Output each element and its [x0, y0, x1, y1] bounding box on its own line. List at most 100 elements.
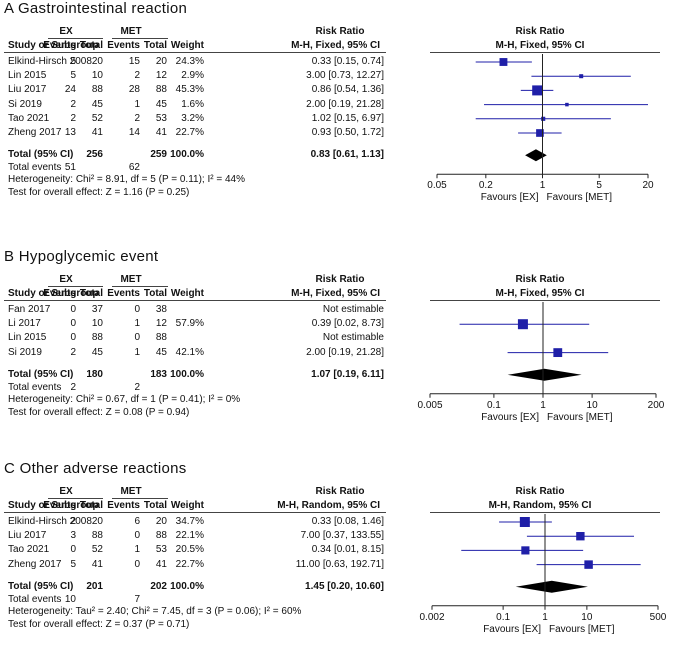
panel-c-favours-right: Favours [MET]	[549, 623, 615, 635]
panel-a-row-4-events2: 1	[134, 98, 140, 110]
panel-a-group1-header: EX	[59, 26, 73, 37]
panel-a-overall-effect: Test for overall effect: Z = 1.16 (P = 0…	[8, 187, 190, 199]
panel-c-total-diamond	[515, 580, 588, 593]
panel-c-row-3-total2: 53	[155, 544, 167, 556]
panel-a-total-diamond	[525, 149, 547, 162]
panel-b-tick-label-4: 10	[586, 399, 598, 411]
panel-b-row-3-events2: 0	[134, 332, 140, 344]
panel-c-weight-header: Weight	[170, 500, 204, 511]
panel-c-row-1-total2: 20	[155, 516, 167, 527]
panel-a-header-rule-plot	[430, 52, 660, 53]
panel-a-row-4-events1: 2	[70, 98, 76, 110]
panel-a-row-2-events2: 2	[134, 70, 140, 82]
panel-c-row-4-weight: 22.7%	[175, 558, 204, 570]
panel-b-events2-header: Events	[107, 288, 140, 299]
panel-a-row-4-weight: 1.6%	[181, 98, 204, 110]
panel-a-method-header: M-H, Fixed, 95% CI	[291, 40, 380, 51]
panel-a-heterogeneity: Heterogeneity: Chi² = 8.91, df = 5 (P = …	[8, 174, 245, 186]
panel-a-total-weight: 100.0%	[170, 149, 204, 161]
panel-c-row-4-events2: 0	[134, 558, 140, 570]
panel-c-heterogeneity: Heterogeneity: Tau² = 2.40; Chi² = 7.45,…	[8, 605, 302, 617]
panel-a-row-6-total1: 41	[91, 127, 103, 138]
panel-a-row-1-point	[499, 58, 508, 66]
panel-c-group1-header: EX	[59, 486, 73, 497]
panel-b-total-weight: 100.0%	[170, 368, 204, 380]
panel-b-weight-header: Weight	[170, 288, 204, 299]
panel-a-header-rule	[4, 52, 386, 53]
panel-c-row-4-total1: 41	[91, 558, 103, 570]
panel-b-total-events1: 2	[70, 381, 76, 393]
panel-b-row-4-study: Si 2019	[8, 346, 42, 358]
panel-a-row-1-events2: 15	[128, 56, 140, 67]
panel-b-row-2-total1: 10	[91, 318, 103, 330]
panel-c-row-2-weight: 22.1%	[175, 530, 204, 542]
panel-a-row-3-events2: 28	[128, 84, 140, 96]
panel-b-title: B Hypoglycemic event	[4, 248, 159, 265]
panel-a-row-6-total2: 41	[155, 127, 167, 138]
panel-c-row-4-events1: 5	[70, 558, 76, 570]
panel-b-tick-label-1: 0.005	[417, 399, 443, 411]
panel-c-row-1-ci: 0.33 [0.08, 1.46]	[311, 516, 384, 527]
panel-a-row-2-study: Lin 2015	[8, 70, 47, 82]
panel-b-header-rule-plot	[430, 300, 660, 301]
panel-b-method-header: M-H, Fixed, 95% CI	[291, 288, 380, 299]
panel-b-row-2-total2: 12	[155, 318, 167, 330]
panel-c-rr-header: Risk Ratio	[315, 486, 365, 497]
panel-c-total-events1: 10	[64, 593, 76, 605]
panel-c-total-t1: 201	[86, 580, 103, 592]
panel-b-tick-label-5: 200	[647, 399, 665, 411]
panel-b-row-3-total1: 88	[91, 332, 103, 344]
panel-c-overall-effect: Test for overall effect: Z = 0.37 (P = 0…	[8, 618, 190, 630]
panel-a-row-3-study: Liu 2017	[8, 84, 47, 96]
panel-a-row-6-point	[536, 129, 544, 137]
panel-b-total-t2: 183	[150, 368, 167, 380]
panel-b-row-2-weight: 57.9%	[175, 318, 204, 330]
panel-c-row-2-total2: 88	[155, 530, 167, 542]
panel-a-row-3-events1: 24	[64, 84, 76, 96]
panel-a-row-4-point	[565, 102, 569, 107]
panel-a-row-2-weight: 2.9%	[181, 70, 204, 82]
panel-a-row-6-events1: 13	[64, 127, 76, 138]
panel-c-tick-label-1: 0.002	[419, 611, 445, 623]
panel-b-row-2-point	[517, 319, 528, 330]
panel-a-row-5-point	[541, 116, 546, 121]
panel-c-row-2-point	[576, 532, 585, 541]
panel-c-row-4-study: Zheng 2017	[8, 558, 62, 570]
panel-c-row-2-study: Liu 2017	[8, 530, 47, 542]
panel-b-favours-left: Favours [EX]	[481, 411, 539, 423]
panel-a-study-header: Study or Subgroup	[8, 40, 99, 51]
panel-b-header-rule	[4, 300, 386, 301]
panel-a-total-t1: 256	[86, 149, 103, 161]
panel-b-total-ci: 1.07 [0.19, 6.11]	[311, 368, 384, 380]
panel-a-tick-label-3: 1	[539, 180, 546, 192]
panel-b-row-2-events1: 0	[70, 318, 76, 330]
panel-a-row-1-study: Elkind-Hirsch 2008	[8, 56, 92, 67]
panel-a-row-1-total1: 20	[91, 56, 103, 67]
panel-c-row-1-study: Elkind-Hirsch 2008	[8, 516, 92, 527]
panel-a-row-4-total1: 45	[91, 98, 103, 110]
panel-a-row-4-study: Si 2019	[8, 98, 42, 110]
panel-c-total-events2: 7	[134, 593, 140, 605]
panel-c-total-events-label: Total events	[8, 593, 62, 605]
panel-b-tick-label-2: 0.1	[486, 399, 501, 411]
panel-b-row-3-study: Lin 2015	[8, 332, 47, 344]
panel-a-row-2-total1: 10	[91, 70, 103, 82]
panel-b-row-1-events1: 0	[70, 304, 76, 315]
panel-a-favours-left: Favours [EX]	[480, 192, 539, 204]
panel-c-tick-label-5: 500	[649, 611, 667, 623]
panel-a-row-2-events1: 5	[70, 70, 76, 82]
panel-c-row-1-weight: 34.7%	[175, 516, 204, 527]
panel-a-row-1-events1: 5	[70, 56, 76, 67]
panel-c-row-3-point	[521, 546, 530, 555]
panel-c-total-ci: 1.45 [0.20, 10.60]	[305, 580, 384, 592]
panel-b-study-header: Study or Subgroup	[8, 288, 99, 299]
panel-c-row-3-weight: 20.5%	[175, 544, 204, 556]
panel-b-row-1-ci: Not estimable	[322, 304, 384, 315]
panel-b-events1-header: Events	[43, 288, 76, 299]
panel-a-title: A Gastrointestinal reaction	[4, 0, 188, 17]
panel-b-row-4-events1: 2	[70, 346, 76, 358]
panel-a-total1-header: Total	[79, 40, 103, 51]
panel-b-row-4-total1: 45	[91, 346, 103, 358]
panel-b-total-label: Total (95% CI)	[8, 368, 74, 380]
panel-b-total-diamond	[507, 368, 582, 381]
